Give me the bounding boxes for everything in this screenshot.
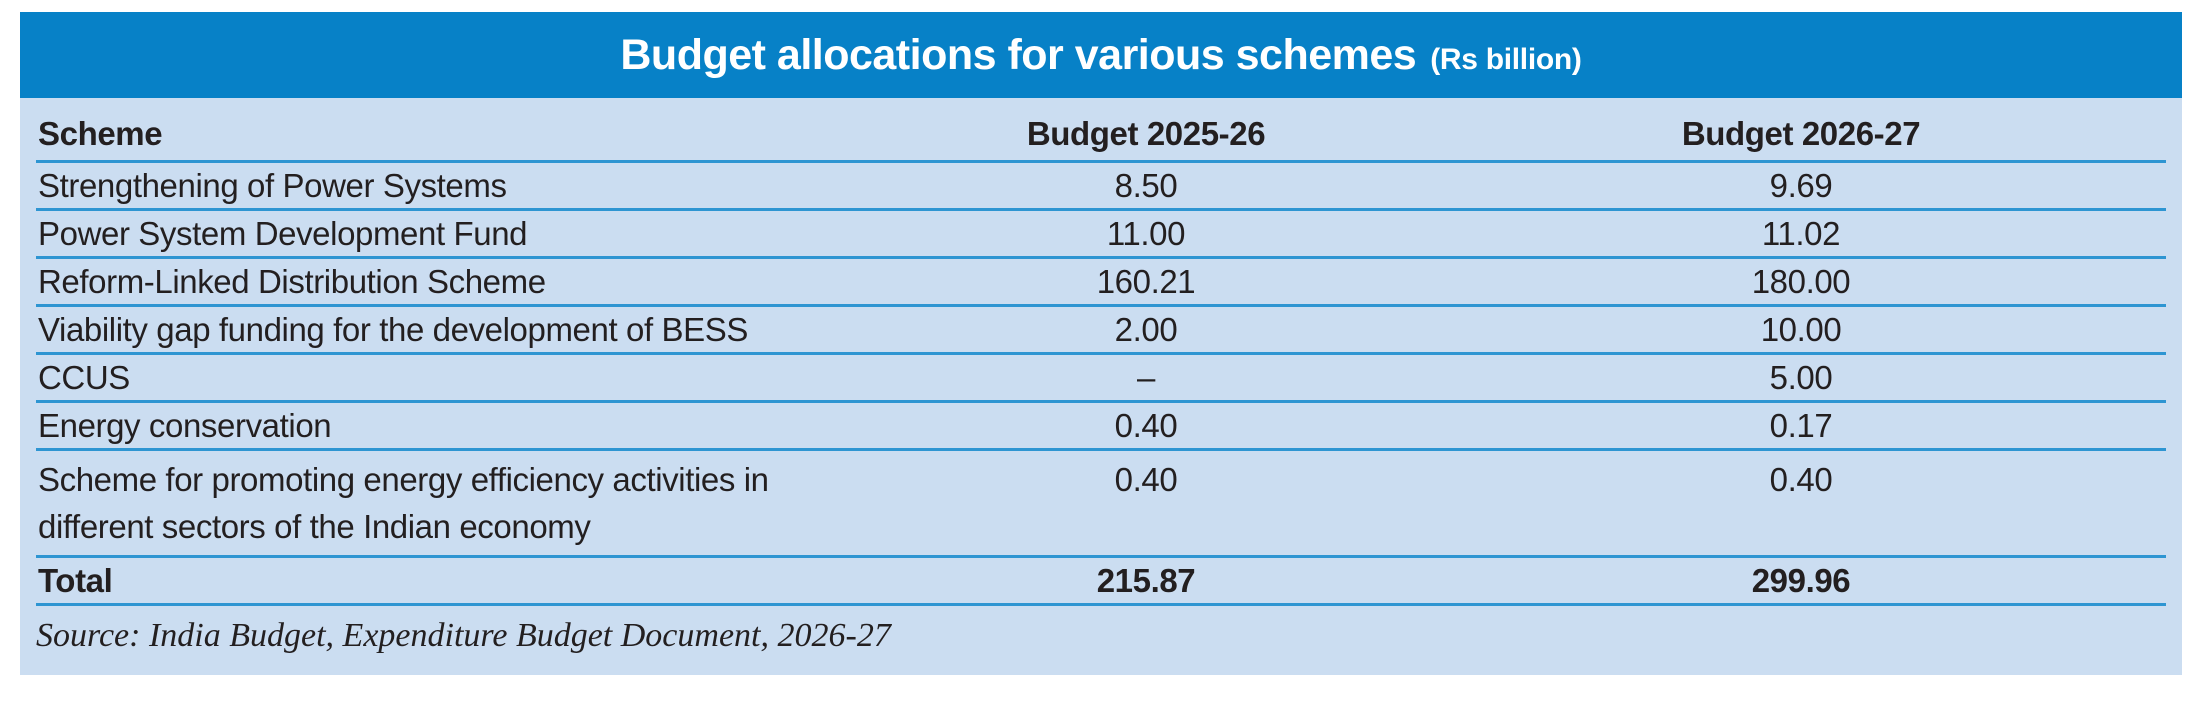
table-row: Scheme for promoting energy efficiency a… bbox=[36, 451, 2166, 558]
scheme-name-line-2: different sectors of the Indian economy bbox=[38, 508, 591, 545]
budget-2026-27-value: 180.00 bbox=[1751, 262, 1851, 300]
budget-2026-27-value: 11.02 bbox=[1761, 214, 1841, 252]
budget-2026-27-value: 0.40 bbox=[1769, 461, 1833, 498]
budget-2025-26-value: – bbox=[1137, 358, 1155, 396]
budget-2026-27-value: 5.00 bbox=[1769, 358, 1833, 396]
table-title: Budget allocations for various schemes bbox=[620, 30, 1417, 79]
table-row: Reform-Linked Distribution Scheme 160.21… bbox=[36, 259, 2166, 307]
table-title-wrap: Budget allocations for various schemes (… bbox=[620, 30, 1582, 80]
table-row: Energy conservation 0.40 0.17 bbox=[36, 403, 2166, 451]
column-header-budget-2026-27: Budget 2026-27 bbox=[1681, 115, 1921, 152]
table-title-unit: (Rs billion) bbox=[1430, 42, 1582, 76]
scheme-name-line-1: Scheme for promoting energy efficiency a… bbox=[38, 461, 769, 498]
scheme-name: Energy conservation bbox=[38, 406, 332, 444]
budget-2025-26-value: 2.00 bbox=[1114, 310, 1178, 348]
budget-2025-26-value: 11.00 bbox=[1106, 214, 1186, 252]
table-row: Viability gap funding for the developmen… bbox=[36, 307, 2166, 355]
budget-2025-26-value: 160.21 bbox=[1096, 262, 1196, 300]
table-row: Power System Development Fund 11.00 11.0… bbox=[36, 211, 2166, 259]
budget-2026-27-value: 10.00 bbox=[1760, 310, 1842, 348]
scheme-name: CCUS bbox=[38, 358, 130, 396]
table-row: CCUS – 5.00 bbox=[36, 355, 2166, 403]
scheme-name: Strengthening of Power Systems bbox=[38, 166, 507, 204]
budget-2025-26-value: 0.40 bbox=[1114, 461, 1178, 498]
table-row: Strengthening of Power Systems 8.50 9.69 bbox=[36, 163, 2166, 211]
budget-2026-27-value: 9.69 bbox=[1769, 166, 1833, 204]
budget-2025-26-value: 8.50 bbox=[1114, 166, 1178, 204]
source-note: Source: India Budget, Expenditure Budget… bbox=[36, 616, 891, 654]
column-header-budget-2025-26: Budget 2025-26 bbox=[1026, 115, 1266, 152]
budget-2025-26-value: 0.40 bbox=[1114, 406, 1178, 444]
table-total-row: Total 215.87 299.96 bbox=[36, 558, 2166, 606]
total-label: Total bbox=[38, 561, 113, 599]
scheme-name: Viability gap funding for the developmen… bbox=[38, 310, 748, 348]
table-title-bar: Budget allocations for various schemes (… bbox=[20, 12, 2182, 98]
table-header-row: Scheme Budget 2025-26 Budget 2026-27 bbox=[36, 98, 2166, 163]
scheme-name: Power System Development Fund bbox=[38, 214, 528, 252]
column-header-scheme: Scheme bbox=[38, 115, 163, 152]
scheme-name: Reform-Linked Distribution Scheme bbox=[38, 262, 546, 300]
budget-table-panel: Budget allocations for various schemes (… bbox=[20, 12, 2182, 675]
total-budget-2026-27: 299.96 bbox=[1751, 561, 1851, 599]
scheme-name: Scheme for promoting energy efficiency a… bbox=[36, 451, 856, 550]
total-budget-2025-26: 215.87 bbox=[1096, 561, 1196, 599]
budget-table: Scheme Budget 2025-26 Budget 2026-27 Str… bbox=[20, 98, 2182, 606]
budget-2026-27-value: 0.17 bbox=[1769, 406, 1833, 444]
